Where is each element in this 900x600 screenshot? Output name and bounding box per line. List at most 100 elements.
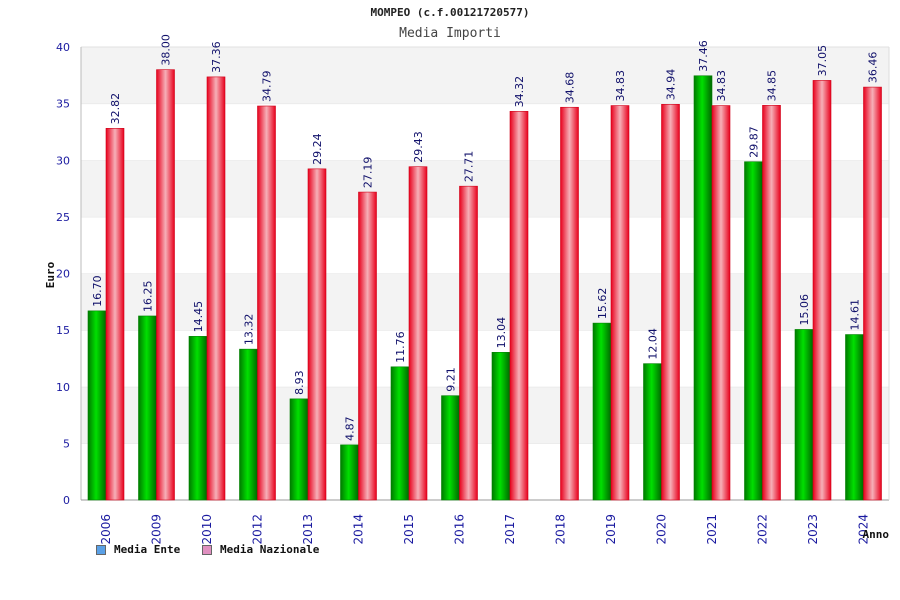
legend-label-media-nazionale: Media Nazionale	[220, 543, 320, 556]
chart-subtitle: Media Importi	[399, 26, 501, 41]
data-label-media-nazionale: 34.32	[513, 76, 526, 108]
data-label-media-ente: 4.87	[344, 416, 357, 441]
x-tick-label: 2009	[150, 514, 164, 545]
legend-item-media-nazionale: Media Nazionale	[202, 543, 319, 556]
y-tick-label: 30	[56, 154, 70, 167]
data-label-media-ente: 9.21	[445, 367, 458, 392]
data-labels: 16.70 32.82 16.25 38.00 14.45 37.36 13.32 34.79…	[91, 34, 880, 441]
bar-media-nazionale	[812, 80, 832, 501]
x-tick-label: 2019	[604, 514, 618, 545]
data-label-media-ente: 16.25	[142, 280, 155, 312]
bar-media-nazionale	[762, 105, 781, 501]
y-axis-label: Euro	[44, 261, 57, 288]
bar-media-ente	[592, 322, 612, 501]
data-label-media-ente: 13.32	[243, 314, 256, 346]
y-tick-label: 35	[56, 98, 70, 111]
y-tick-label: 10	[56, 381, 70, 394]
bar-media-ente	[87, 310, 107, 501]
bar-media-nazionale	[610, 105, 630, 501]
legend-item-media-ente: Media Ente	[96, 543, 180, 556]
x-tick-label: 2017	[503, 514, 517, 545]
bar-media-ente	[239, 348, 258, 501]
x-tick-label: 2012	[251, 514, 265, 545]
bar-media-nazionale	[863, 86, 882, 501]
data-label-media-ente: 15.06	[798, 294, 811, 326]
x-tick-label: 2020	[655, 514, 669, 545]
bar-media-ente	[693, 75, 713, 501]
data-label-media-nazionale: 29.24	[311, 133, 324, 165]
data-label-media-nazionale: 27.71	[463, 151, 476, 183]
data-label-media-nazionale: 32.82	[109, 93, 122, 125]
x-tick-label: 2016	[453, 514, 467, 545]
data-label-media-ente: 12.04	[647, 328, 660, 360]
data-label-media-nazionale: 27.19	[362, 157, 375, 189]
data-label-media-ente: 8.93	[293, 370, 306, 395]
y-tick-label: 25	[56, 211, 70, 224]
data-label-media-ente: 37.46	[697, 40, 710, 72]
bar-media-nazionale	[156, 69, 175, 501]
data-label-media-ente: 11.76	[394, 331, 407, 363]
data-label-media-nazionale: 34.68	[564, 72, 577, 104]
bar-media-nazionale	[358, 191, 377, 501]
bar-media-ente	[845, 334, 864, 501]
x-tick-label: 2014	[352, 514, 366, 545]
bar-media-ente	[188, 336, 208, 501]
bar-media-ente	[390, 366, 410, 501]
x-tick-label: 2015	[402, 514, 416, 545]
bar-media-ente	[643, 363, 662, 501]
chart-title: MOMPEO (c.f.00121720577)	[370, 6, 530, 19]
bar-media-nazionale	[307, 168, 327, 501]
data-label-media-ente: 14.61	[849, 299, 862, 331]
bar-media-ente	[744, 161, 763, 501]
x-tick-label: 2010	[200, 514, 214, 545]
x-axis-label: Anno	[863, 528, 890, 541]
bar-media-nazionale	[257, 105, 276, 501]
bar-media-ente	[491, 352, 511, 501]
data-label-media-ente: 29.87	[748, 126, 761, 158]
data-label-media-ente: 16.70	[91, 275, 104, 307]
bar-media-ente	[138, 315, 157, 501]
y-tick-label: 15	[56, 324, 70, 337]
bar-media-ente	[289, 398, 309, 501]
legend-label-media-ente: Media Ente	[114, 543, 181, 556]
data-label-media-nazionale: 37.05	[816, 45, 829, 77]
data-label-media-nazionale: 34.94	[665, 69, 678, 101]
data-label-media-nazionale: 29.43	[412, 131, 425, 163]
legend-swatch-media-ente	[96, 544, 106, 555]
bar-media-nazionale	[459, 185, 478, 501]
data-label-media-nazionale: 38.00	[160, 34, 173, 66]
x-tick-label: 2022	[756, 514, 770, 545]
x-tick-label: 2024	[857, 514, 871, 545]
bar-media-nazionale	[105, 128, 125, 501]
x-tick-label: 2013	[301, 514, 315, 545]
bar-media-nazionale	[560, 106, 579, 501]
bar-media-ente	[441, 395, 460, 501]
data-label-media-nazionale: 37.36	[210, 41, 223, 73]
data-label-media-nazionale: 34.83	[715, 70, 728, 102]
data-label-media-nazionale: 34.83	[614, 70, 627, 102]
data-label-media-nazionale: 34.85	[766, 70, 779, 102]
y-tick-label: 20	[56, 268, 70, 281]
data-label-media-ente: 15.62	[596, 288, 609, 320]
x-tick-label: 2006	[99, 514, 113, 545]
x-tick-label: 2021	[705, 514, 719, 545]
legend-swatch-media-nazionale	[202, 544, 212, 555]
bar-media-nazionale	[509, 111, 529, 501]
data-label-media-nazionale: 34.79	[261, 71, 274, 103]
bar-media-nazionale	[408, 166, 428, 501]
bar-media-nazionale	[661, 104, 680, 501]
data-label-media-nazionale: 36.46	[867, 52, 880, 84]
tick-labels: 0 5 10 15 20 25 30 35 40 2006 2009 2010 2012 2013 2014…	[56, 41, 871, 545]
bar-media-nazionale	[711, 105, 731, 501]
x-tick-label: 2018	[554, 514, 568, 545]
data-label-media-ente: 14.45	[192, 301, 205, 333]
y-tick-label: 40	[56, 41, 70, 54]
bars	[87, 69, 882, 501]
data-label-media-ente: 13.04	[495, 317, 508, 349]
bar-media-ente	[340, 444, 359, 501]
bar-media-nazionale	[206, 76, 226, 501]
x-tick-label: 2023	[806, 514, 820, 545]
bar-media-ente	[794, 329, 814, 501]
y-tick-label: 0	[63, 494, 70, 507]
